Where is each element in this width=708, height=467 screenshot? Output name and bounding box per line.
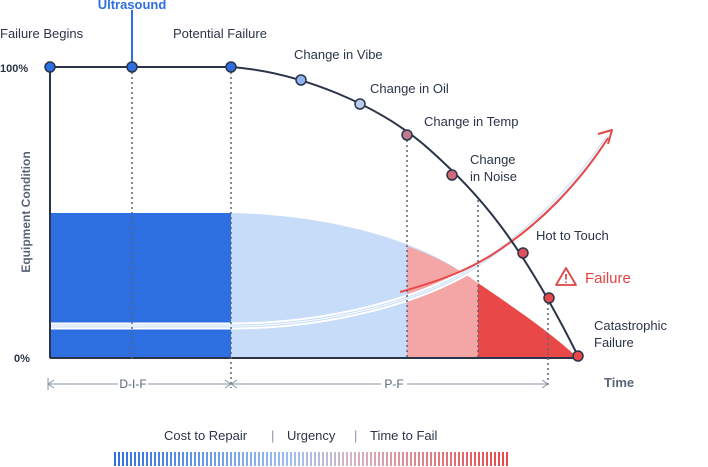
dif-area [50,213,231,358]
noise-point [446,169,458,181]
guide-lines [131,67,549,388]
temp-point [401,129,413,141]
ultrasound-point [126,61,138,73]
condition-curve [50,66,579,357]
critical-area [478,283,578,358]
cost-arrow-head [597,129,613,145]
oil-label: Change in Oil [370,81,449,96]
failure-begins-label: Failure Begins [0,26,84,41]
legend-cost: Cost to Repair [164,428,248,443]
pf-label: P-F [384,377,403,391]
dif-label: D-I-F [119,377,146,391]
legend-urgency: Urgency [287,428,336,443]
vibe-point [295,74,307,86]
cost-curve-red [399,137,609,293]
legend-sep-2: | [354,428,357,443]
hot-point [517,247,529,259]
legend-gradient-bar [112,452,508,466]
legend: Cost to Repair | Urgency | Time to Fail [164,428,438,443]
y-axis-title: Equipment Condition [19,151,33,272]
catastrophic-label-1: Catastrophic [594,318,667,333]
y-bottom-label: 0% [14,353,30,365]
potential-failure-point [225,61,237,73]
axis-labels: 100% 0% Equipment Condition Time [0,63,634,390]
failure-label: Failure [585,270,631,287]
point-labels: Ultrasound Failure Begins Potential Fail… [0,0,667,350]
hot-label: Hot to Touch [536,228,609,243]
noise-label-2: in Noise [470,169,517,184]
urgent-area [407,246,478,358]
y-top-label: 100% [0,63,28,75]
temp-label: Change in Temp [424,114,518,129]
failure-point [543,292,555,304]
catastrophic-point [572,350,584,362]
ultrasound-label: Ultrasound [98,0,167,12]
legend-time: Time to Fail [370,428,438,443]
oil-point [354,98,366,110]
x-axis-title: Time [604,375,634,390]
axes [49,67,580,359]
noise-label-1: Change [470,152,516,167]
potential-failure-label: Potential Failure [173,26,267,41]
vibe-label: Change in Vibe [294,47,383,62]
cost-curve [50,129,613,330]
legend-sep-1: | [271,428,274,443]
failure-begins-point [44,61,56,73]
failure-warning: Failure [555,267,631,287]
curve-points [44,61,584,362]
catastrophic-label-2: Failure [594,335,634,350]
condition-areas [50,213,578,358]
warning-icon [555,267,577,286]
